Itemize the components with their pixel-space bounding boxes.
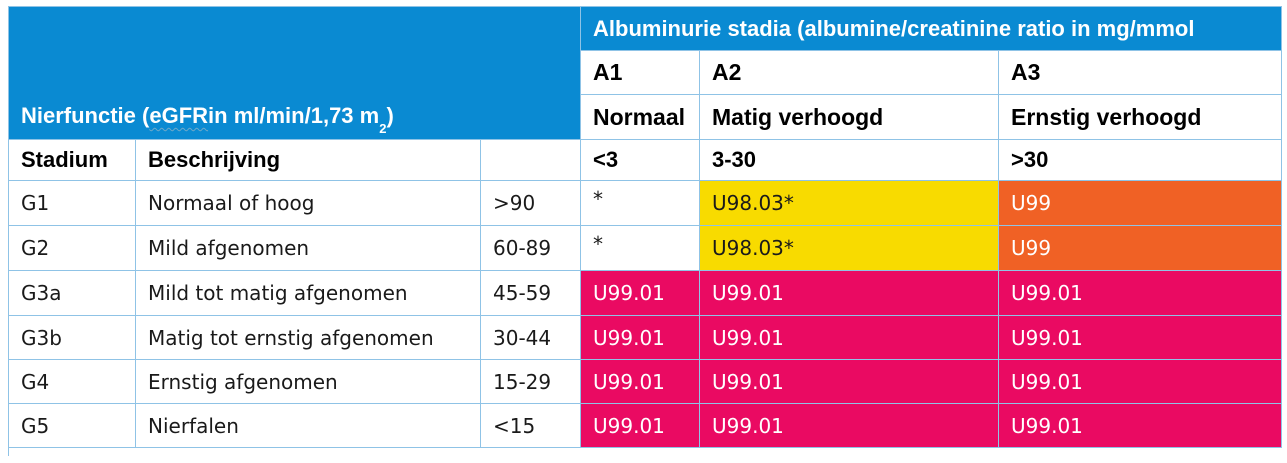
kidney-function-unit: in ml/min/1,73 m <box>208 103 380 128</box>
row-g3a-description: Mild tot matig afgenomen <box>136 271 481 316</box>
row-g4-a1: U99.01 <box>581 360 700 404</box>
row-g3a-a2: U99.01 <box>700 271 999 316</box>
kidney-function-title: Nierfunctie ( <box>21 103 150 128</box>
stage-range-a1: <3 <box>581 140 700 181</box>
row-g1-a3: U99 <box>999 181 1282 226</box>
row-g1-a1: * <box>581 181 700 226</box>
kidney-function-header: Nierfunctie (eGFR in ml/min/1,73 m 2) <box>9 7 581 140</box>
row-g3b-egfr: 30-44 <box>481 316 581 360</box>
row-g4-description: Ernstig afgenomen <box>136 360 481 404</box>
row-g2-stage: G2 <box>9 226 136 271</box>
row-g3b-description: Matig tot ernstig afgenomen <box>136 316 481 360</box>
row-g2-a1: * <box>581 226 700 271</box>
stage-code-a1: A1 <box>581 51 700 95</box>
row-g1-description: Normaal of hoog <box>136 181 481 226</box>
row-g3b-a1: U99.01 <box>581 316 700 360</box>
row-g5-a3: U99.01 <box>999 404 1282 448</box>
kidney-function-close: ) <box>386 103 394 128</box>
row-g2-a2: U98.03* <box>700 226 999 271</box>
ckd-classification-table: Nierfunctie (eGFR in ml/min/1,73 m 2) Alb… <box>8 6 1282 456</box>
albuminuria-header: Albuminurie stadia (albumine/creatinine … <box>581 7 1282 51</box>
row-g3b-a3: U99.01 <box>999 316 1282 360</box>
row-g2-a3: U99 <box>999 226 1282 271</box>
row-g3a-stage: G3a <box>9 271 136 316</box>
row-g1-egfr: >90 <box>481 181 581 226</box>
stage-label-a1: Normaal <box>581 95 700 140</box>
column-header-description: Beschrijving <box>136 140 481 181</box>
row-g5-egfr: <15 <box>481 404 581 448</box>
row-g4-a2: U99.01 <box>700 360 999 404</box>
stage-code-a2: A2 <box>700 51 999 95</box>
stage-code-a3: A3 <box>999 51 1282 95</box>
row-g4-a3: U99.01 <box>999 360 1282 404</box>
stage-range-a2: 3-30 <box>700 140 999 181</box>
row-g4-stage: G4 <box>9 360 136 404</box>
row-g3a-a1: U99.01 <box>581 271 700 316</box>
row-g2-description: Mild afgenomen <box>136 226 481 271</box>
kidney-function-egfr: eGFR <box>149 103 209 128</box>
row-g1-stage: G1 <box>9 181 136 226</box>
row-g5-description: Nierfalen <box>136 404 481 448</box>
row-g2-egfr: 60-89 <box>481 226 581 271</box>
row-g3a-egfr: 45-59 <box>481 271 581 316</box>
stage-label-a2: Matig verhoogd <box>700 95 999 140</box>
row-g4-egfr: 15-29 <box>481 360 581 404</box>
column-header-egfr <box>481 140 581 181</box>
row-g1-a2: U98.03* <box>700 181 999 226</box>
stage-label-a3: Ernstig verhoogd <box>999 95 1282 140</box>
row-g5-a2: U99.01 <box>700 404 999 448</box>
row-g3a-a3: U99.01 <box>999 271 1282 316</box>
row-g3b-stage: G3b <box>9 316 136 360</box>
row-g5-a1: U99.01 <box>581 404 700 448</box>
row-g5-stage: G5 <box>9 404 136 448</box>
row-g3b-a2: U99.01 <box>700 316 999 360</box>
stage-range-a3: >30 <box>999 140 1282 181</box>
column-header-stage: Stadium <box>9 140 136 181</box>
